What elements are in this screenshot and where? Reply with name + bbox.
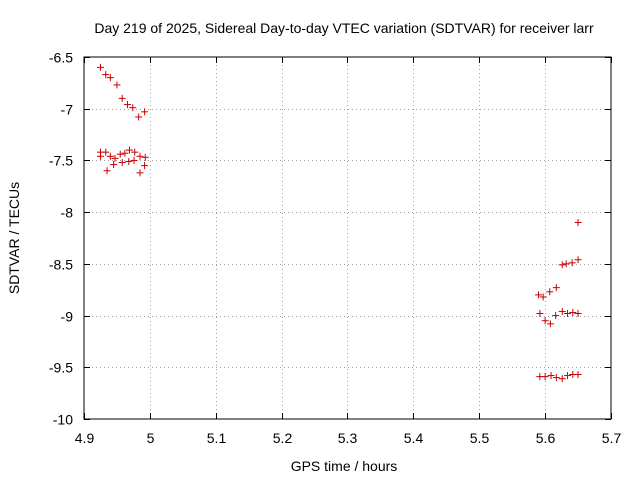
chart-title: Day 219 of 2025, Sidereal Day-to-day VTE… [94,20,594,36]
data-point-marker [564,372,572,380]
data-point-marker [102,71,110,79]
y-tick-label: -8 [61,205,74,221]
data-point-marker [96,63,104,71]
data-point-marker [558,307,566,315]
data-point-marker [535,291,543,299]
y-tick-label: -10 [53,412,73,428]
data-point-marker [552,374,560,382]
x-tick-label: 4.9 [75,430,95,446]
data-point-marker [574,218,582,226]
data-point-marker [130,156,138,164]
data-point-marker [547,372,555,380]
data-point-marker [552,312,560,320]
data-point-marker [546,288,554,296]
data-point-marker [574,256,582,264]
data-point-marker [136,152,144,160]
data-point-marker [118,158,126,166]
data-point-marker [102,148,110,156]
data-point-marker [96,152,104,160]
data-point-marker [106,152,114,160]
data-point-marker [125,146,133,154]
data-point-marker [558,261,566,269]
data-point-marker [131,148,139,156]
data-point-marker [123,101,131,109]
y-tick-label: -9 [61,309,74,325]
data-point-marker [546,320,554,328]
data-point-marker [135,113,143,121]
x-tick-label: 5.6 [536,430,556,446]
y-tick-label: -6.5 [49,50,73,66]
y-tick-label: -9.5 [49,360,73,376]
y-tick-label: -7 [61,102,74,118]
data-point-marker [569,308,577,316]
data-point-marker [558,375,566,383]
x-tick-label: 5 [147,430,155,446]
data-point-marker [141,108,149,116]
x-tick-label: 5.7 [602,430,622,446]
y-tick-label: -7.5 [49,153,73,169]
data-point-marker [116,150,124,158]
x-tick-label: 5.3 [338,430,358,446]
y-tick-labels: -6.5 -7 -7.5 -8 -8.5 -9 -9.5 -10 [49,50,73,428]
data-point-marker [574,371,582,379]
data-point-marker [574,310,582,318]
y-axis-label: SDTVAR / TECUs [6,182,22,294]
x-tick-label: 5.1 [207,430,227,446]
data-point-marker [562,260,570,268]
data-points [96,63,582,383]
data-point-marker [110,161,118,169]
grid [84,57,611,419]
data-point-marker [129,104,137,112]
x-tick-labels: 4.9 5 5.1 5.2 5.3 5.4 5.5 5.6 5.7 [75,430,622,446]
data-point-marker [539,293,547,301]
data-point-marker [136,169,144,177]
data-point-marker [552,284,560,292]
data-point-marker [536,310,544,318]
data-point-marker [541,373,549,381]
data-point-marker [111,154,119,162]
x-axis-label: GPS time / hours [291,458,398,474]
data-point-marker [568,259,576,267]
data-point-marker [141,162,149,170]
data-point-marker [103,167,111,175]
x-tick-label: 5.2 [273,430,293,446]
y-tick-label: -8.5 [49,257,73,273]
data-point-marker [118,94,126,102]
x-tick-label: 5.4 [404,430,424,446]
data-point-marker [121,149,129,157]
data-point-marker [141,153,149,161]
axis-ticks [84,57,612,420]
x-tick-label: 5.5 [470,430,490,446]
data-point-marker [113,81,121,89]
data-point-marker [125,157,133,165]
data-point-marker [541,317,549,325]
data-point-marker [106,74,114,82]
data-point-marker [564,310,572,318]
